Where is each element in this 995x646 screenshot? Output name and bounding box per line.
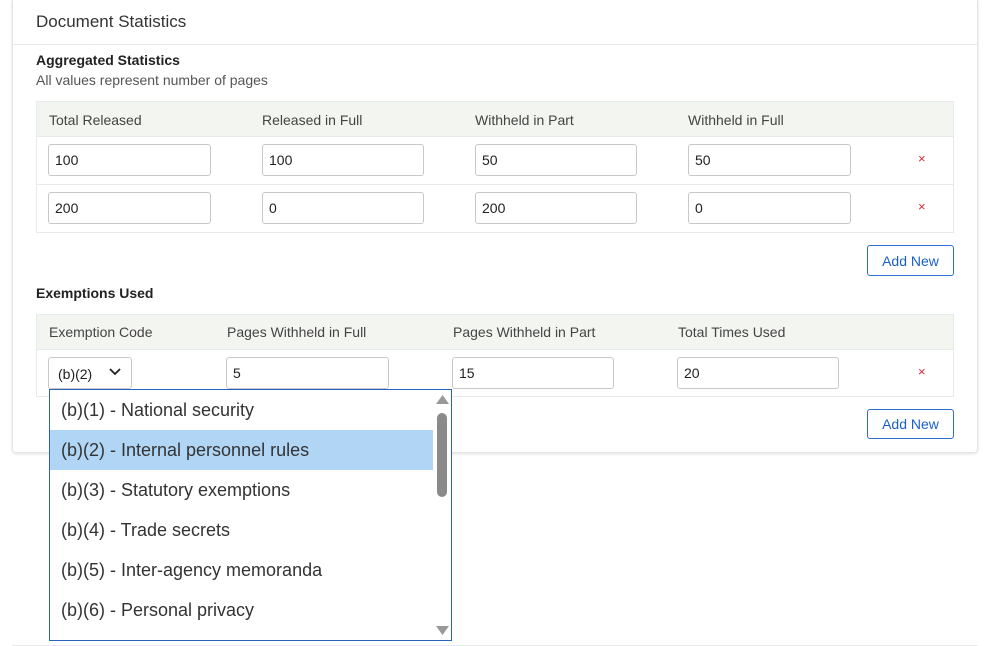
column-header: Released in Full (262, 112, 363, 128)
pages-withheld-full-input[interactable] (226, 357, 389, 389)
dropdown-option[interactable]: (b)(1) - National security (61, 400, 255, 420)
released-in-full-input[interactable] (262, 144, 424, 176)
scroll-up-icon[interactable] (436, 395, 449, 404)
column-header: Total Released (49, 112, 142, 128)
released-in-full-input[interactable] (262, 192, 424, 224)
table-header: Total Released Released in Full Withheld… (37, 102, 953, 137)
column-header: Pages Withheld in Part (453, 324, 596, 340)
aggregated-heading: Aggregated Statistics (36, 52, 180, 68)
withheld-in-full-input[interactable] (688, 144, 851, 176)
table-header: Exemption Code Pages Withheld in Full Pa… (37, 315, 953, 350)
remove-row-icon[interactable]: × (918, 199, 926, 214)
add-new-exemption-button[interactable]: Add New (867, 409, 954, 439)
dropdown-option[interactable]: (b)(3) - Statutory exemptions (61, 480, 291, 500)
dropdown-option[interactable]: (b)(6) - Personal privacy (61, 600, 255, 620)
column-header: Withheld in Full (688, 112, 784, 128)
column-header: Pages Withheld in Full (227, 324, 367, 340)
pages-withheld-part-input[interactable] (452, 357, 614, 389)
card-header (12, 0, 978, 45)
aggregated-subtitle: All values represent number of pages (36, 72, 268, 88)
remove-row-icon[interactable]: × (918, 151, 926, 166)
selected-value: (b)(2) (58, 366, 93, 382)
exemption-dropdown-list: (b)(1) - National security (b)(2) - Inte… (49, 389, 452, 641)
scroll-down-icon[interactable] (436, 626, 449, 635)
dropdown-scrollbar[interactable] (434, 390, 451, 640)
exemptions-heading: Exemptions Used (36, 285, 154, 301)
exemption-code-select[interactable]: (b)(2) (48, 357, 132, 389)
withheld-in-full-input[interactable] (688, 192, 851, 224)
add-new-aggregated-button[interactable]: Add New (867, 245, 954, 276)
column-header: Exemption Code (49, 324, 153, 340)
column-header: Withheld in Part (475, 112, 574, 128)
chevron-down-icon (109, 368, 121, 376)
dropdown-option[interactable]: (b)(5) - Inter-agency memoranda (61, 560, 323, 580)
card-title: Document Statistics (36, 12, 187, 31)
dropdown-option[interactable]: (b)(4) - Trade secrets (61, 520, 231, 540)
column-header: Total Times Used (678, 324, 786, 340)
total-times-used-input[interactable] (677, 357, 839, 389)
withheld-in-part-input[interactable] (475, 192, 637, 224)
total-released-input[interactable] (48, 192, 211, 224)
withheld-in-part-input[interactable] (475, 144, 637, 176)
document-statistics-card (12, 0, 978, 453)
scrollbar-thumb[interactable] (437, 413, 447, 497)
total-released-input[interactable] (48, 144, 211, 176)
dropdown-option-selected[interactable]: (b)(2) - Internal personnel rules (50, 430, 433, 470)
row-divider (37, 184, 953, 185)
remove-row-icon[interactable]: × (918, 364, 926, 379)
